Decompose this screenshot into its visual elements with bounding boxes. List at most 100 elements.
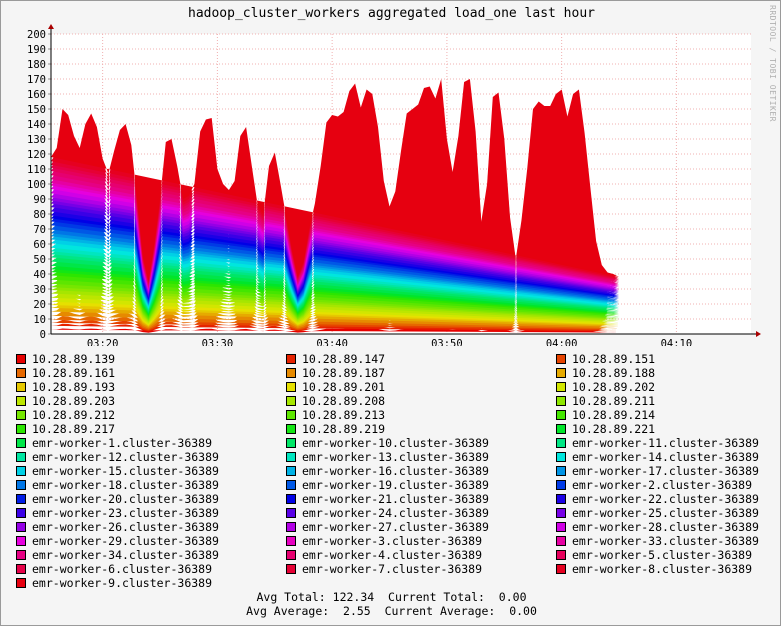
legend-label: emr-worker-11.cluster-36389: [572, 436, 759, 450]
legend-item: 10.28.89.221: [556, 422, 655, 436]
x-tick-label: 03:40: [316, 338, 348, 346]
legend-item: emr-worker-29.cluster-36389: [16, 534, 219, 548]
legend-swatch: [286, 493, 296, 504]
legend-label: emr-worker-6.cluster-36389: [32, 562, 213, 576]
y-tick-label: 70: [33, 224, 46, 236]
x-tick-label: 03:50: [431, 338, 463, 346]
legend-label: emr-worker-7.cluster-36389: [302, 562, 483, 576]
legend-label: emr-worker-17.cluster-36389: [572, 464, 759, 478]
legend-label: emr-worker-27.cluster-36389: [302, 520, 489, 534]
legend-item: emr-worker-26.cluster-36389: [16, 520, 219, 534]
legend-label: 10.28.89.139: [32, 352, 116, 366]
legend-label: emr-worker-14.cluster-36389: [572, 450, 759, 464]
x-tick-label: 03:20: [87, 338, 119, 346]
stacked-area-chart: 0 10 20 30 40 50 60 70 80 90 100 110 120 130 140 150 160…: [27, 24, 761, 346]
y-tick-label: 90: [33, 194, 46, 206]
legend-item: emr-worker-4.cluster-36389: [286, 548, 482, 562]
legend-item: 10.28.89.219: [286, 422, 385, 436]
series-area: [51, 79, 619, 282]
legend-swatch: [556, 493, 566, 504]
legend-label: emr-worker-19.cluster-36389: [302, 478, 489, 492]
legend-item: emr-worker-17.cluster-36389: [556, 464, 759, 478]
legend-swatch: [556, 409, 566, 420]
legend-swatch: [286, 535, 296, 546]
y-tick-label: 0: [40, 329, 46, 341]
legend-item: emr-worker-14.cluster-36389: [556, 450, 759, 464]
legend-item: 10.28.89.188: [556, 366, 655, 380]
legend-swatch: [556, 381, 566, 392]
legend-label: emr-worker-1.cluster-36389: [32, 436, 213, 450]
legend-label: emr-worker-12.cluster-36389: [32, 450, 219, 464]
legend-item: emr-worker-12.cluster-36389: [16, 450, 219, 464]
legend-label: 10.28.89.151: [572, 352, 656, 366]
legend-label: emr-worker-8.cluster-36389: [572, 562, 753, 576]
legend-item: emr-worker-13.cluster-36389: [286, 450, 489, 464]
legend-swatch: [286, 521, 296, 532]
legend-label: 10.28.89.147: [302, 352, 386, 366]
legend-swatch: [16, 367, 26, 378]
legend-item: 10.28.89.214: [556, 408, 655, 422]
legend-item: emr-worker-16.cluster-36389: [286, 464, 489, 478]
legend-label: 10.28.89.213: [302, 408, 386, 422]
y-tick-label: 110: [27, 164, 46, 176]
legend-item: emr-worker-10.cluster-36389: [286, 436, 489, 450]
legend-label: 10.28.89.161: [32, 366, 116, 380]
legend-label: 10.28.89.214: [572, 408, 656, 422]
legend-item: emr-worker-27.cluster-36389: [286, 520, 489, 534]
legend-label: emr-worker-18.cluster-36389: [32, 478, 219, 492]
legend-label: 10.28.89.187: [302, 366, 386, 380]
legend-swatch: [286, 549, 296, 560]
legend-item: 10.28.89.139: [16, 352, 115, 366]
legend-label: emr-worker-21.cluster-36389: [302, 492, 489, 506]
legend-swatch: [16, 423, 26, 434]
y-tick-label: 120: [27, 149, 46, 161]
legend-item: emr-worker-2.cluster-36389: [556, 478, 752, 492]
legend-swatch: [286, 423, 296, 434]
legend-item: emr-worker-9.cluster-36389: [16, 576, 212, 590]
legend-swatch: [556, 451, 566, 462]
y-tick-label: 170: [27, 74, 46, 86]
legend-swatch: [556, 507, 566, 518]
legend-label: emr-worker-22.cluster-36389: [572, 492, 759, 506]
y-tick-label: 60: [33, 239, 46, 251]
legend-label: emr-worker-13.cluster-36389: [302, 450, 489, 464]
x-tick-label: 04:10: [661, 338, 693, 346]
legend-swatch: [286, 353, 296, 364]
y-tick-label: 30: [33, 284, 46, 296]
legend-item: 10.28.89.217: [16, 422, 115, 436]
legend-item: emr-worker-34.cluster-36389: [16, 548, 219, 562]
legend-swatch: [286, 409, 296, 420]
legend-item: 10.28.89.161: [16, 366, 115, 380]
legend-label: emr-worker-3.cluster-36389: [302, 534, 483, 548]
y-tick-label: 190: [27, 44, 46, 56]
legend-label: emr-worker-25.cluster-36389: [572, 506, 759, 520]
legend-label: emr-worker-4.cluster-36389: [302, 548, 483, 562]
legend-item: 10.28.89.151: [556, 352, 655, 366]
legend-swatch: [16, 451, 26, 462]
legend-swatch: [286, 479, 296, 490]
legend-swatch: [16, 521, 26, 532]
legend-swatch: [286, 367, 296, 378]
legend-swatch: [16, 381, 26, 392]
legend-swatch: [286, 465, 296, 476]
legend-label: 10.28.89.203: [32, 394, 116, 408]
legend-swatch: [556, 535, 566, 546]
summary-averages: Avg Average: 2.55 Current Average: 0.00: [246, 604, 537, 618]
y-tick-label: 180: [27, 59, 46, 71]
legend-label: 10.28.89.202: [572, 380, 656, 394]
legend-label: emr-worker-2.cluster-36389: [572, 478, 753, 492]
legend-item: 10.28.89.202: [556, 380, 655, 394]
legend-label: emr-worker-20.cluster-36389: [32, 492, 219, 506]
y-tick-label: 80: [33, 209, 46, 221]
legend-label: emr-worker-16.cluster-36389: [302, 464, 489, 478]
legend-item: 10.28.89.208: [286, 394, 385, 408]
legend-label: 10.28.89.201: [302, 380, 386, 394]
legend-swatch: [286, 563, 296, 574]
legend-label: emr-worker-10.cluster-36389: [302, 436, 489, 450]
legend-swatch: [556, 521, 566, 532]
y-tick-label: 10: [33, 314, 46, 326]
legend-swatch: [556, 395, 566, 406]
legend-label: emr-worker-26.cluster-36389: [32, 520, 219, 534]
legend-swatch: [286, 395, 296, 406]
